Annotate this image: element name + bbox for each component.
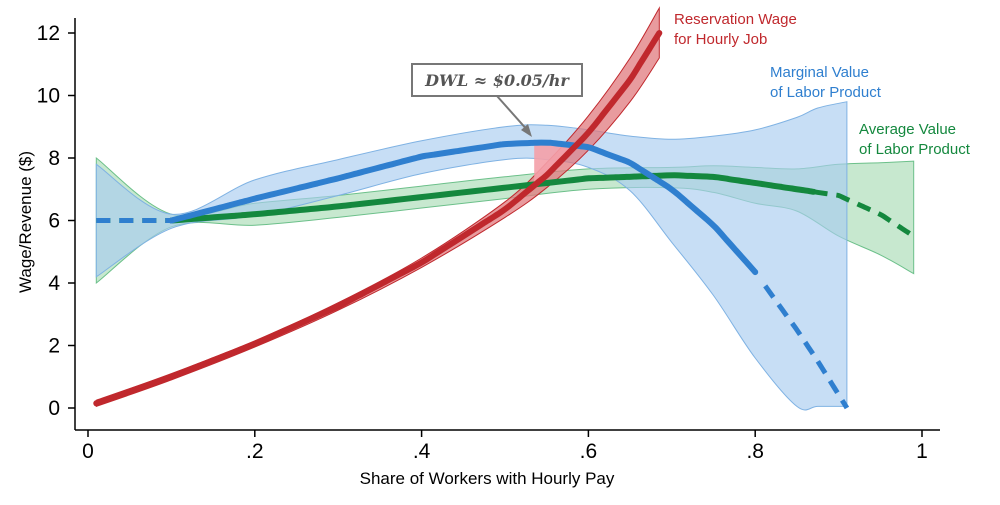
avp-line-dashed-end (813, 189, 916, 239)
x-tick-label: .6 (580, 440, 598, 463)
mvp-label: Marginal Value of Labor Product (770, 64, 882, 101)
axes (74, 18, 940, 431)
reservation-wage-label-line: for Hourly Job (674, 31, 767, 48)
mvp-label-line: Marginal Value (770, 64, 869, 81)
tick-marks: 0 2 4 6 8 10 12 0 .2 .4 .6 .8 1 (37, 22, 928, 463)
dwl-arrow (496, 95, 530, 133)
x-tick-label: .4 (413, 440, 431, 463)
y-tick-label: 10 (37, 85, 60, 108)
y-tick-label: 0 (48, 397, 60, 420)
avp-line-solid (168, 172, 817, 224)
y-tick-label: 2 (48, 335, 60, 358)
series-lines (93, 30, 916, 410)
mvp-label-line: of Labor Product (770, 84, 882, 101)
x-tick-label: 0 (82, 440, 94, 463)
x-tick-label: .8 (746, 440, 764, 463)
mvp-line-dashed-end (763, 284, 850, 410)
dwl-arrowhead (521, 124, 532, 137)
x-axis-title: Share of Workers with Hourly Pay (360, 469, 615, 488)
dwl-box (411, 63, 583, 97)
reservation-wage-label-line: Reservation Wage (674, 11, 797, 28)
mvp-line-solid (168, 139, 759, 276)
x-tick-label: 1 (916, 440, 928, 463)
avp-label: Average Value of Labor Product (859, 121, 971, 158)
dwl-annotation: DWL ≈ $0.05/hr (411, 63, 583, 137)
reservation-wage-label: Reservation Wage for Hourly Job (674, 11, 797, 48)
y-tick-label: 6 (48, 210, 60, 233)
x-tick-label: .2 (246, 440, 264, 463)
dwl-label: DWL ≈ $0.05/hr (424, 71, 570, 90)
y-tick-label: 8 (48, 147, 60, 170)
avp-label-line: Average Value (859, 121, 956, 138)
y-tick-label: 4 (48, 272, 60, 295)
y-tick-label: 12 (37, 22, 60, 45)
reservation-wage-line (93, 30, 663, 407)
y-axis-title: Wage/Revenue ($) (16, 151, 35, 293)
avp-label-line: of Labor Product (859, 141, 971, 158)
